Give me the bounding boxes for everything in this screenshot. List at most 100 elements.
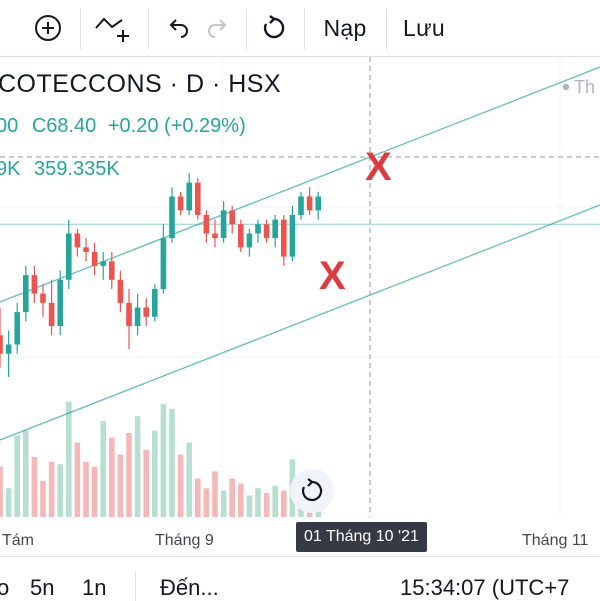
save-button[interactable]: Lưu [396,6,452,50]
candle-body [255,224,261,234]
candle-body [212,233,218,239]
volume-bar [281,490,287,517]
candle [229,205,235,234]
candle-body [134,307,141,326]
candle [238,219,244,252]
candle [91,242,98,276]
candle-body [298,196,304,215]
volume-bar [134,416,141,517]
candle-body [83,247,89,252]
candle-body [23,275,29,313]
volume-bar [74,442,81,517]
channel-lower-line[interactable] [0,204,600,441]
save-button-label: Lưu [403,14,445,41]
ohlc-row: 00 C68.40 +0.20 (+0.29%) [0,115,246,138]
channel-anchor-dot[interactable] [563,84,569,90]
clock-timezone[interactable]: 15:34:07 (UTC+7 [400,575,570,600]
symbol-title[interactable]: COTECCONS · D · HSX [0,70,282,98]
candles [0,173,321,377]
range-1d-button[interactable]: 1n [82,575,107,600]
volume-bar [220,490,227,517]
candle-body [48,302,55,326]
time-label-sep: Tháng 9 [155,532,214,549]
top-toolbar: Nạp Lưu [0,0,600,57]
range-5d-button[interactable]: 5n [30,575,55,600]
undo-icon [169,19,188,38]
candle-body [289,215,296,257]
candle-body [117,279,124,303]
candle [289,205,296,262]
candle-body [195,182,201,215]
candle [0,307,3,368]
add-indicator-button[interactable] [28,6,68,50]
candle [57,270,63,336]
toolbar-divider [386,8,387,50]
candle-body [31,275,38,294]
undo-button[interactable] [160,6,196,50]
time-label-aug: Tám [2,532,34,549]
candle [306,187,313,215]
crosshair-date-label: 01 Tháng 10 '21 [296,522,427,552]
volume-bar [126,433,132,517]
candle [160,224,167,294]
candle [281,215,287,266]
volume-bar [0,466,3,517]
volume-bar [143,449,149,517]
candle [66,219,72,289]
redo-icon [208,19,227,38]
volume-bar [23,430,29,517]
candle-body [160,238,167,289]
price-chart[interactable]: X X [0,57,600,517]
candle-body [186,182,192,211]
chart-pane[interactable]: X X COTECCONS · D · HSX • Th 00 C68.40 +… [0,57,600,517]
redo-button[interactable] [200,6,236,50]
candle [246,228,253,257]
candle [5,330,12,377]
goto-date-button[interactable]: Đến... [160,575,219,600]
candle [152,284,158,322]
candle [255,219,261,243]
candle-body [57,279,63,326]
refresh-icon [301,478,323,502]
candle-body [40,293,46,303]
channel-upper-line[interactable] [0,66,600,303]
candle-body [229,210,235,225]
candle-body [169,196,175,239]
refresh-icon [263,15,285,39]
candle-body [126,302,132,326]
volume-bar [212,471,218,517]
time-axis[interactable]: Tám Tháng 9 Tháng 11 [0,518,600,554]
candle [14,302,20,354]
toolbar-divider [246,8,247,50]
candle-body [100,261,106,266]
volume-bar [238,483,244,517]
x-marker-channel: X [319,254,346,298]
volume-bar [14,435,20,517]
candle-body [109,261,115,280]
candle-body [306,196,313,211]
candle-body [177,196,184,211]
volume-bar [109,437,115,517]
candle [48,279,55,336]
volume-bar [152,430,158,517]
volume-bar [91,466,98,517]
candle [83,238,89,262]
reset-chart-button[interactable] [256,6,292,50]
parallel-channel[interactable] [0,66,600,441]
reset-view-button[interactable] [290,469,334,513]
add-drawing-button[interactable] [90,6,136,50]
ohlc-partial: 00 [0,115,19,137]
candle [195,178,201,220]
candle [31,265,38,303]
range-button-partial[interactable]: o [0,575,10,600]
volume-bar [229,478,235,517]
load-button[interactable]: Nạp [314,6,376,50]
candle-body [281,219,287,257]
candle [220,201,227,243]
toolbar-divider [304,8,305,50]
candle-body [5,344,12,354]
candle [74,228,81,257]
candle [117,270,124,313]
candle [109,252,115,289]
volume-bar [246,495,253,517]
